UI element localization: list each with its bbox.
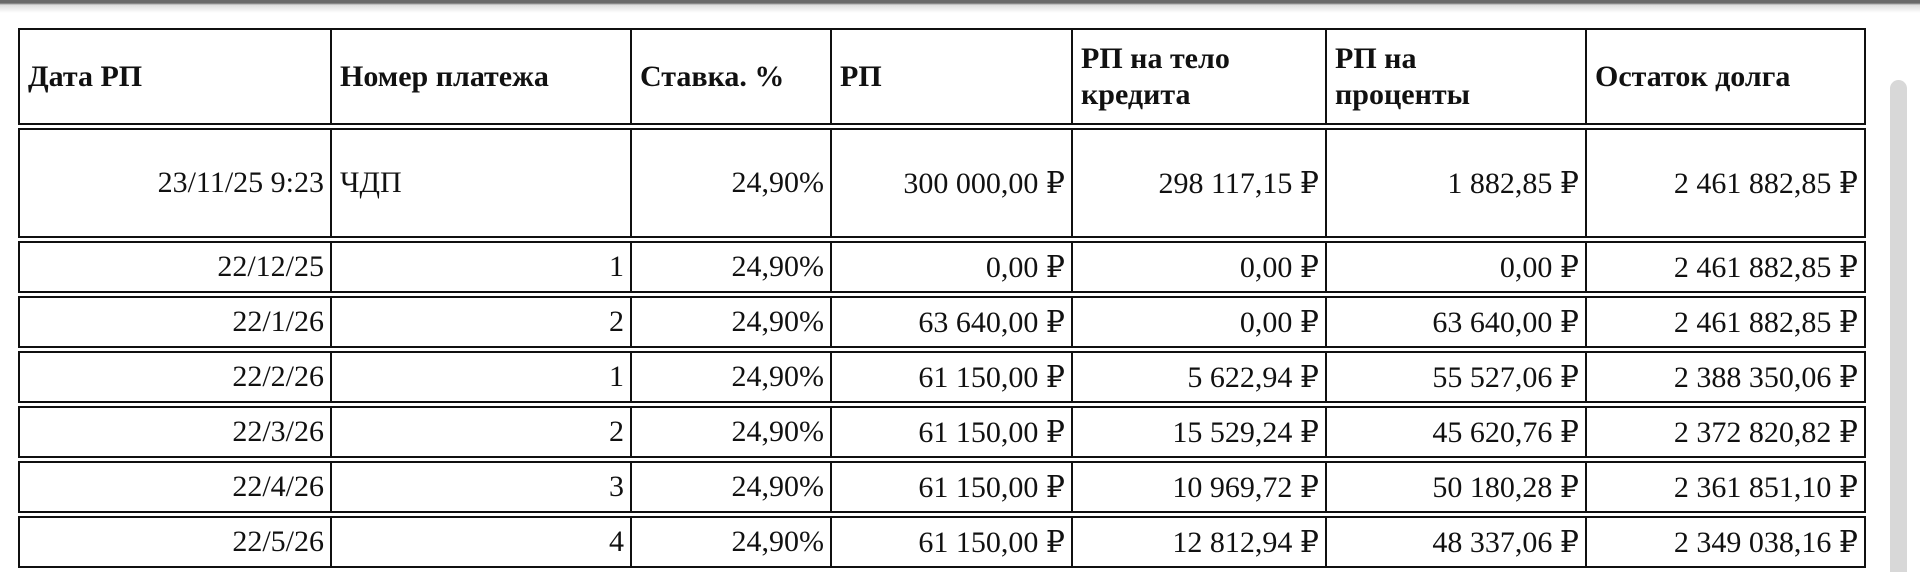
top-window-edge [0,0,1920,14]
table-cell: 0,00 ₽ [832,243,1073,291]
table-cell: 2 349 038,16 ₽ [1673,525,1858,559]
header-cell: РП на проценты [1327,30,1587,123]
table-cell: 61 150,00 ₽ [832,463,1073,511]
table-header-row: Дата РП Номер платежа Ставка. % РП РП на тел… [18,28,1866,125]
table-cell: 45 620,76 ₽ [1327,408,1587,456]
table-cell: 2 388 350,06 ₽ [1673,360,1858,394]
table-cell: 12 812,94 ₽ [1073,518,1327,566]
header-cell-label: Остаток долга [1595,59,1791,93]
table-row: 22/2/26 1 24,90% 61 150,00 ₽5 622,94 ₽55 52… [18,351,1866,403]
table-cell: 2 461 882,85 ₽ [1673,305,1858,339]
table-cell: 2 372 820,82 ₽ [1673,415,1858,449]
table-row: 22/4/26 3 24,90% 61 150,00 ₽10 969,72 ₽50 1… [18,461,1866,513]
table-cell: 2 461 882,85 ₽ [1673,250,1858,284]
table-cell: 22/2/26 [20,353,332,401]
table-cell: 22/5/26 [20,518,332,566]
table-cell: 300 000,00 ₽ [832,130,1073,236]
table-cell: 3 [332,463,632,511]
table-cell: 0,00 ₽ [1073,298,1327,346]
table-cell: 24,90% [632,518,832,566]
payment-schedule-table: Дата РП Номер платежа Ставка. % РП РП на тел… [18,28,1866,571]
header-cell: Ставка. % [632,30,832,123]
header-cell: Номер платежа [332,30,632,123]
table-cell: 4 [332,518,632,566]
table-cell: 63 640,00 ₽ [832,298,1073,346]
vertical-scrollbar-thumb[interactable] [1890,80,1907,572]
header-cell-label: Номер платежа [340,59,549,93]
header-cell-label: Ставка. % [640,59,785,93]
table-cell: 10 969,72 ₽ [1073,463,1327,511]
table-cell: 2 [332,298,632,346]
header-cell: Дата РП [20,30,332,123]
table-cell: 24,90% [632,353,832,401]
table-cell: ЧДП [332,130,632,236]
table-cell: 22/12/25 [20,243,332,291]
header-cell-label: РП на проценты [1335,42,1471,111]
table-cell: 2 361 851,10 ₽ [1673,470,1858,504]
table-row: 22/1/26 2 24,90% 63 640,00 ₽0,00 ₽63 640,00… [18,296,1866,348]
header-cell: РП на тело кредита [1073,30,1327,123]
table-cell: 0,00 ₽ [1327,243,1587,291]
table-cell: 22/3/26 [20,408,332,456]
table-cell: 55 527,06 ₽ [1327,353,1587,401]
table-row: 22/12/25 1 24,90% 0,00 ₽0,00 ₽0,00 ₽2 461 8… [18,241,1866,293]
table-cell: 61 150,00 ₽ [832,408,1073,456]
table-body: 23/11/25 9:23 ЧДП 24,90% 300 000,00 ₽298 11… [18,128,1866,568]
table-cell: 2 461 882,85 ₽ [1673,166,1858,200]
header-cell-label: Дата РП [28,59,143,93]
table-cell: 61 150,00 ₽ [832,518,1073,566]
table-cell: 22/4/26 [20,463,332,511]
table-cell: 1 882,85 ₽ [1327,130,1587,236]
table-cell: 1 [332,243,632,291]
table-cell: 15 529,24 ₽ [1073,408,1327,456]
table-row: 22/3/26 2 24,90% 61 150,00 ₽15 529,24 ₽45 6… [18,406,1866,458]
table-cell: 1 [332,353,632,401]
table-row: 22/5/26 4 24,90% 61 150,00 ₽12 812,94 ₽48 3… [18,516,1866,568]
table-cell: 48 337,06 ₽ [1327,518,1587,566]
table-cell: 298 117,15 ₽ [1073,130,1327,236]
table-cell: 22/1/26 [20,298,332,346]
table-cell: 23/11/25 9:23 [20,130,332,236]
header-cell-label: РП [840,59,882,93]
table-cell: 5 622,94 ₽ [1073,353,1327,401]
table-cell: 63 640,00 ₽ [1327,298,1587,346]
header-cell-label: РП на тело кредита [1081,42,1230,111]
header-cell: Остаток долга [1587,30,1864,123]
header-cell: РП [832,30,1073,123]
table-cell: 24,90% [632,408,832,456]
table-cell: 24,90% [632,243,832,291]
table-cell: 2 [332,408,632,456]
table-cell: 50 180,28 ₽ [1327,463,1587,511]
table-cell: 61 150,00 ₽ [832,353,1073,401]
table-cell: 24,90% [632,130,832,236]
table-cell: 24,90% [632,298,832,346]
table-cell: 0,00 ₽ [1073,243,1327,291]
table-cell: 24,90% [632,463,832,511]
table-row: 23/11/25 9:23 ЧДП 24,90% 300 000,00 ₽298 11… [18,128,1866,238]
